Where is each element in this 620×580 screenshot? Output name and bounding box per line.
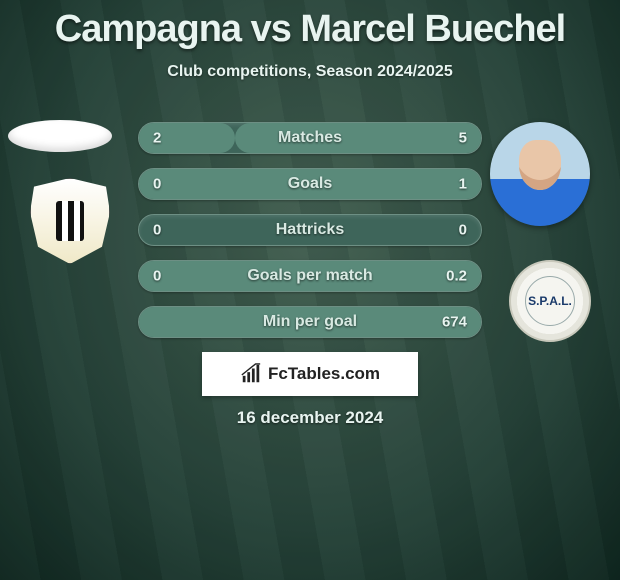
stat-value-right: 1 <box>459 176 467 193</box>
stat-row: 0 Goals 1 <box>138 168 482 200</box>
stat-value-left: 0 <box>153 176 161 193</box>
stat-value-left: 0 <box>153 268 161 285</box>
stat-row: Min per goal 674 <box>138 306 482 338</box>
stat-fill-right <box>235 123 481 153</box>
stat-label: Goals <box>288 175 332 193</box>
stat-value-right: 674 <box>442 314 467 331</box>
stat-label: Matches <box>278 129 342 147</box>
stat-label: Hattricks <box>276 221 344 239</box>
stat-label: Goals per match <box>247 267 372 285</box>
watermark: FcTables.com <box>202 352 418 396</box>
stat-value-left: 2 <box>153 130 161 147</box>
stat-row: 2 Matches 5 <box>138 122 482 154</box>
subtitle: Club competitions, Season 2024/2025 <box>0 63 620 81</box>
stat-value-right: 5 <box>459 130 467 147</box>
stat-row: 0 Hattricks 0 <box>138 214 482 246</box>
date-label: 16 december 2024 <box>0 408 620 428</box>
stat-value-right: 0.2 <box>446 268 467 285</box>
stats-table: 2 Matches 5 0 Goals 1 0 Hattricks 0 0 Goals per ma… <box>138 122 482 352</box>
content: Campagna vs Marcel Buechel Club competit… <box>0 0 620 81</box>
page-title: Campagna vs Marcel Buechel <box>0 0 620 51</box>
watermark-text: FcTables.com <box>268 364 380 384</box>
stat-label: Min per goal <box>263 313 357 331</box>
stat-value-right: 0 <box>459 222 467 239</box>
stat-value-left: 0 <box>153 222 161 239</box>
stat-row: 0 Goals per match 0.2 <box>138 260 482 292</box>
chart-icon <box>240 363 262 385</box>
